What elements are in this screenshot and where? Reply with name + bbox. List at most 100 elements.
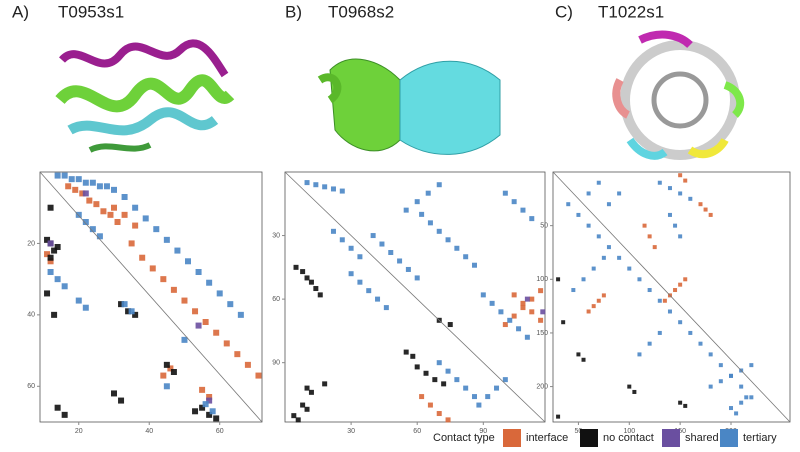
x-tick-label: 150 <box>674 428 686 435</box>
legend-swatch <box>662 429 680 447</box>
contact-point <box>181 336 188 343</box>
contact-point <box>291 413 297 419</box>
contact-point <box>121 194 128 200</box>
x-tick-label: 40 <box>145 428 153 435</box>
contact-point <box>370 233 376 239</box>
contact-point <box>54 172 61 179</box>
contact-point <box>463 385 469 391</box>
contact-point <box>436 411 442 417</box>
contact-point <box>652 245 657 250</box>
contact-point <box>632 389 637 394</box>
contact-point <box>683 178 688 183</box>
contact-point <box>591 304 596 309</box>
contact-point <box>729 406 734 411</box>
contact-point <box>581 357 586 362</box>
contact-point <box>206 394 213 400</box>
contact-point <box>511 313 517 319</box>
contact-point <box>520 207 526 213</box>
contact-point <box>729 373 734 378</box>
contact-point <box>65 183 72 190</box>
contact-point <box>405 266 411 272</box>
contact-point <box>678 400 683 405</box>
contact-point <box>688 330 693 335</box>
contact-point <box>419 394 425 400</box>
contact-point <box>357 279 363 285</box>
contact-point <box>199 386 206 393</box>
contact-point <box>538 317 544 323</box>
contact-point <box>436 182 442 188</box>
legend-swatch <box>503 429 521 447</box>
contact-point <box>494 385 500 391</box>
contact-point <box>139 254 146 261</box>
contact-point <box>556 277 561 282</box>
contact-point <box>255 372 262 379</box>
contact-point <box>54 276 61 283</box>
contact-point <box>199 404 206 411</box>
contact-point <box>708 352 713 357</box>
contact-point <box>202 319 209 325</box>
contact-point <box>51 247 58 254</box>
contact-point <box>44 251 51 258</box>
contact-point <box>698 341 703 346</box>
contact-point <box>237 311 244 318</box>
contact-point <box>206 279 213 286</box>
contact-point <box>383 305 389 311</box>
contact-point <box>432 377 438 383</box>
contact-point <box>128 308 135 315</box>
contact-point <box>520 305 526 311</box>
contact-point <box>163 361 170 368</box>
contact-point <box>718 379 723 384</box>
contact-point <box>739 400 744 405</box>
contact-point <box>739 384 744 389</box>
contact-point <box>601 293 606 298</box>
y-tick-label: 30 <box>272 232 280 239</box>
contact-point <box>103 183 110 190</box>
contact-point <box>403 349 409 355</box>
contact-point <box>485 394 491 400</box>
contact-point <box>489 300 495 306</box>
contact-point <box>223 340 230 347</box>
contact-point <box>606 245 611 250</box>
x-tick-label: 90 <box>479 428 487 435</box>
contact-point <box>47 254 54 261</box>
contact-point <box>339 188 345 194</box>
contact-point <box>47 240 54 247</box>
contact-point <box>213 329 220 336</box>
panel-title: T0953s1 <box>58 2 124 21</box>
contact-point <box>160 276 167 283</box>
contact-point <box>419 211 425 217</box>
contact-point <box>414 199 420 205</box>
contact-point <box>423 370 429 376</box>
contact-point <box>163 383 170 390</box>
legend-label: interface <box>526 432 568 444</box>
contact-point <box>647 288 652 293</box>
panel-label: A) <box>12 2 29 21</box>
contact-point <box>397 258 403 264</box>
contact-point <box>118 397 125 404</box>
contact-point <box>576 212 581 217</box>
contact-point <box>72 186 79 193</box>
contact-point <box>718 363 723 368</box>
legend-label: no contact <box>603 432 654 444</box>
contact-point <box>498 309 504 315</box>
contact-point <box>322 184 328 190</box>
contact-point <box>708 212 713 217</box>
contact-point <box>678 234 683 239</box>
contact-point <box>234 351 241 358</box>
contact-point <box>61 283 68 290</box>
contact-point <box>96 183 103 190</box>
contact-point <box>216 290 223 297</box>
contact-point <box>586 309 591 314</box>
contact-point <box>308 389 314 395</box>
contact-point <box>471 394 477 400</box>
contact-point <box>121 301 128 308</box>
contact-point <box>339 237 345 243</box>
contact-point <box>606 202 611 207</box>
protein-b <box>317 58 501 155</box>
legend-swatch <box>580 429 598 447</box>
contact-point <box>308 279 314 285</box>
contact-point <box>678 191 683 196</box>
contact-point <box>601 255 606 260</box>
contact-point <box>61 172 68 179</box>
